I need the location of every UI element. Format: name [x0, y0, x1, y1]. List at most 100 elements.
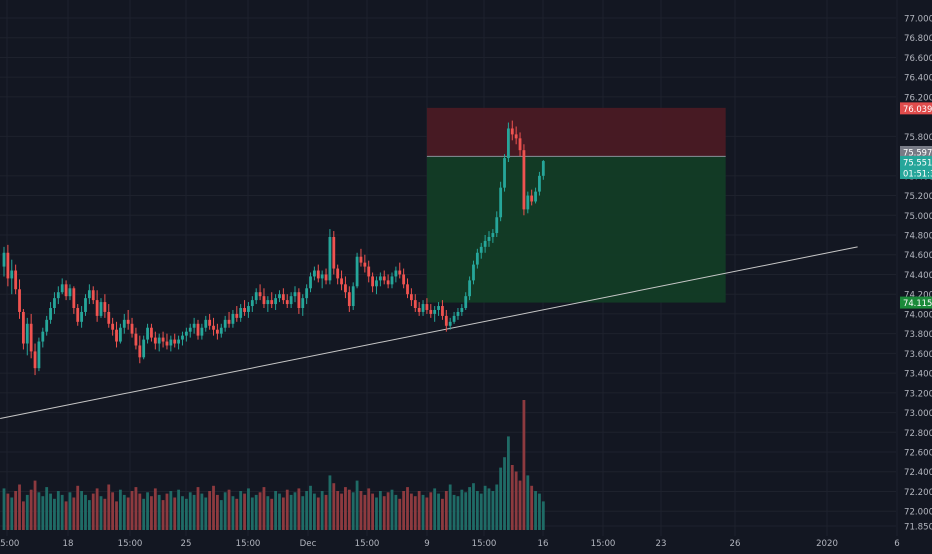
- volume-bar: [2, 488, 6, 530]
- volume-bar: [293, 492, 297, 530]
- last-price-label-bg: [900, 156, 932, 168]
- candle-body: [181, 335, 184, 340]
- volume-bar: [111, 492, 115, 530]
- candle-body: [359, 256, 363, 263]
- time-axis[interactable]: 15:00 18 15:00 25 15:00 Dec 15:00 9 15:00 16 15:00…: [0, 539, 900, 549]
- volume-bar: [413, 496, 417, 530]
- volume-bar: [87, 500, 91, 530]
- candle-body: [301, 298, 305, 309]
- volume-bar: [14, 491, 18, 530]
- volume-bar: [37, 492, 41, 530]
- candle-body: [433, 309, 437, 314]
- volume-bar: [507, 436, 510, 530]
- candle-body: [297, 292, 301, 309]
- volume-bar: [541, 501, 545, 530]
- volume-bar: [266, 496, 270, 530]
- volume-bar: [235, 498, 239, 530]
- volume-bar: [355, 480, 359, 530]
- stop-loss-zone[interactable]: [426, 107, 726, 157]
- stop-price-label: 76.039: [903, 104, 932, 114]
- volume-bar: [394, 494, 398, 530]
- trendline-layer[interactable]: [0, 246, 858, 419]
- candle-body: [29, 323, 33, 352]
- entry-price-label-bg: [900, 146, 932, 158]
- volume-bar: [351, 492, 355, 530]
- candle-body: [413, 300, 417, 309]
- volume-bar: [441, 498, 444, 530]
- candle-body: [538, 175, 541, 192]
- candle-body: [289, 296, 293, 305]
- candle-body: [22, 311, 25, 344]
- volume-bar: [421, 494, 425, 530]
- trendline[interactable]: [0, 246, 858, 419]
- volume-bar: [153, 488, 157, 530]
- price-tick-label: 72.800: [904, 429, 932, 439]
- volume-bar: [169, 491, 173, 530]
- volume-bar: [518, 480, 522, 530]
- volume-bar: [347, 489, 351, 530]
- volume-bar: [475, 491, 479, 530]
- volume-bar: [444, 491, 448, 530]
- volume-bar: [340, 493, 343, 530]
- candle-body: [107, 311, 111, 324]
- candle-body: [219, 327, 223, 334]
- candle-body: [239, 308, 243, 318]
- candle-body: [460, 308, 464, 312]
- volume-bar: [25, 494, 29, 530]
- candle-body: [84, 298, 87, 312]
- volume-bar: [406, 487, 409, 530]
- candle-body: [208, 319, 212, 326]
- candle-body: [6, 252, 10, 279]
- candle-body: [475, 252, 479, 265]
- price-tick-label: 76.800: [904, 34, 932, 44]
- bar-countdown-label-bg: [900, 167, 932, 179]
- candle-body: [111, 323, 115, 330]
- volume-bar: [22, 501, 25, 530]
- take-profit-zone[interactable]: [426, 156, 726, 303]
- candle-body: [103, 302, 107, 312]
- volume-bar: [227, 489, 231, 530]
- candle-body: [72, 288, 76, 309]
- price-tick-label: 72.000: [904, 508, 932, 518]
- candle-body: [169, 339, 173, 346]
- volume-bar: [367, 488, 371, 530]
- time-tick-label: 26: [730, 539, 741, 549]
- candle-body: [313, 270, 316, 277]
- candle-body: [499, 187, 503, 218]
- volume-bar: [216, 494, 219, 530]
- price-tick-label: 75.800: [904, 133, 932, 143]
- candle-body: [541, 161, 545, 176]
- volume-bar: [378, 491, 382, 530]
- volume-bar: [375, 497, 378, 530]
- volume-bar: [10, 497, 14, 530]
- candle-body: [14, 270, 18, 290]
- volume-bar: [324, 494, 328, 530]
- volume-bar: [223, 492, 227, 530]
- time-tick-label: 9: [424, 539, 429, 549]
- volume-bar: [522, 400, 526, 530]
- volume-bar: [165, 493, 169, 530]
- volume-bar: [126, 497, 130, 530]
- candle-body: [200, 327, 204, 336]
- volume-bar: [56, 491, 60, 530]
- volume-bar: [258, 492, 262, 530]
- time-tick-label: 15:00: [472, 539, 497, 549]
- candle-body: [328, 236, 332, 281]
- volume-bar: [402, 491, 406, 530]
- candle-body: [347, 292, 351, 307]
- volume-bar: [130, 491, 134, 530]
- candle-body: [173, 339, 177, 344]
- candle-body: [417, 308, 421, 312]
- position-tool[interactable]: [426, 107, 726, 303]
- candle-body: [390, 276, 394, 285]
- volume-bar: [433, 488, 437, 530]
- candle-body: [309, 276, 312, 289]
- candle-body: [375, 280, 378, 287]
- candle-body: [177, 339, 180, 344]
- candle-body: [95, 300, 99, 316]
- candle-body: [534, 191, 537, 202]
- volume-bar: [530, 485, 534, 530]
- candle-body: [258, 292, 262, 297]
